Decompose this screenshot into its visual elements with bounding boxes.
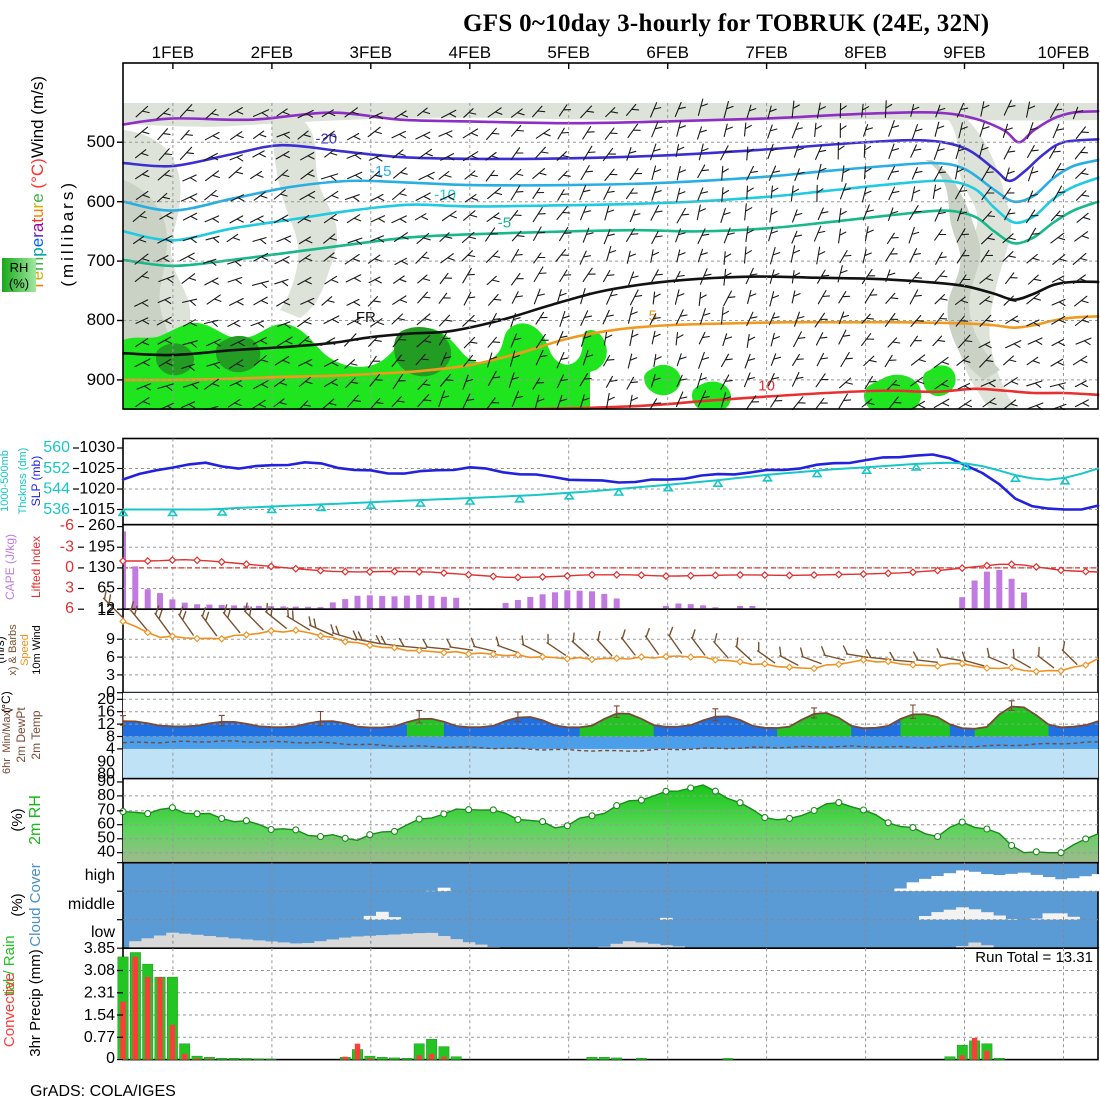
svg-text:3.85: 3.85 (84, 940, 115, 957)
svg-text:9FEB: 9FEB (943, 43, 986, 62)
svg-text:5: 5 (649, 308, 657, 325)
svg-text:Convective: Convective (1, 973, 18, 1047)
svg-text:5FEB: 5FEB (547, 43, 590, 62)
svg-text:7FEB: 7FEB (745, 43, 788, 62)
svg-text:GrADS: COLA/IGES: GrADS: COLA/IGES (30, 1083, 176, 1100)
svg-text:3hr Precip (mm): 3hr Precip (mm) (27, 949, 44, 1057)
svg-text:0: 0 (106, 1050, 115, 1067)
svg-text:3FEB: 3FEB (350, 43, 393, 62)
svg-text:-10: -10 (434, 187, 456, 204)
svg-text:-20: -20 (315, 131, 337, 148)
svg-text:0.77: 0.77 (84, 1029, 115, 1046)
svg-text:6FEB: 6FEB (646, 43, 689, 62)
svg-text:3.08: 3.08 (84, 962, 115, 979)
svg-text:1.54: 1.54 (84, 1007, 115, 1024)
svg-text:8FEB: 8FEB (844, 43, 887, 62)
svg-text:2FEB: 2FEB (251, 43, 294, 62)
svg-text:1FEB: 1FEB (152, 43, 195, 62)
svg-text:4FEB: 4FEB (449, 43, 492, 62)
svg-text:2.31: 2.31 (84, 985, 115, 1002)
svg-text:Run Total = 13.31: Run Total = 13.31 (975, 949, 1093, 966)
svg-text:-5: -5 (498, 214, 511, 231)
svg-text:10FEB: 10FEB (1038, 43, 1090, 62)
